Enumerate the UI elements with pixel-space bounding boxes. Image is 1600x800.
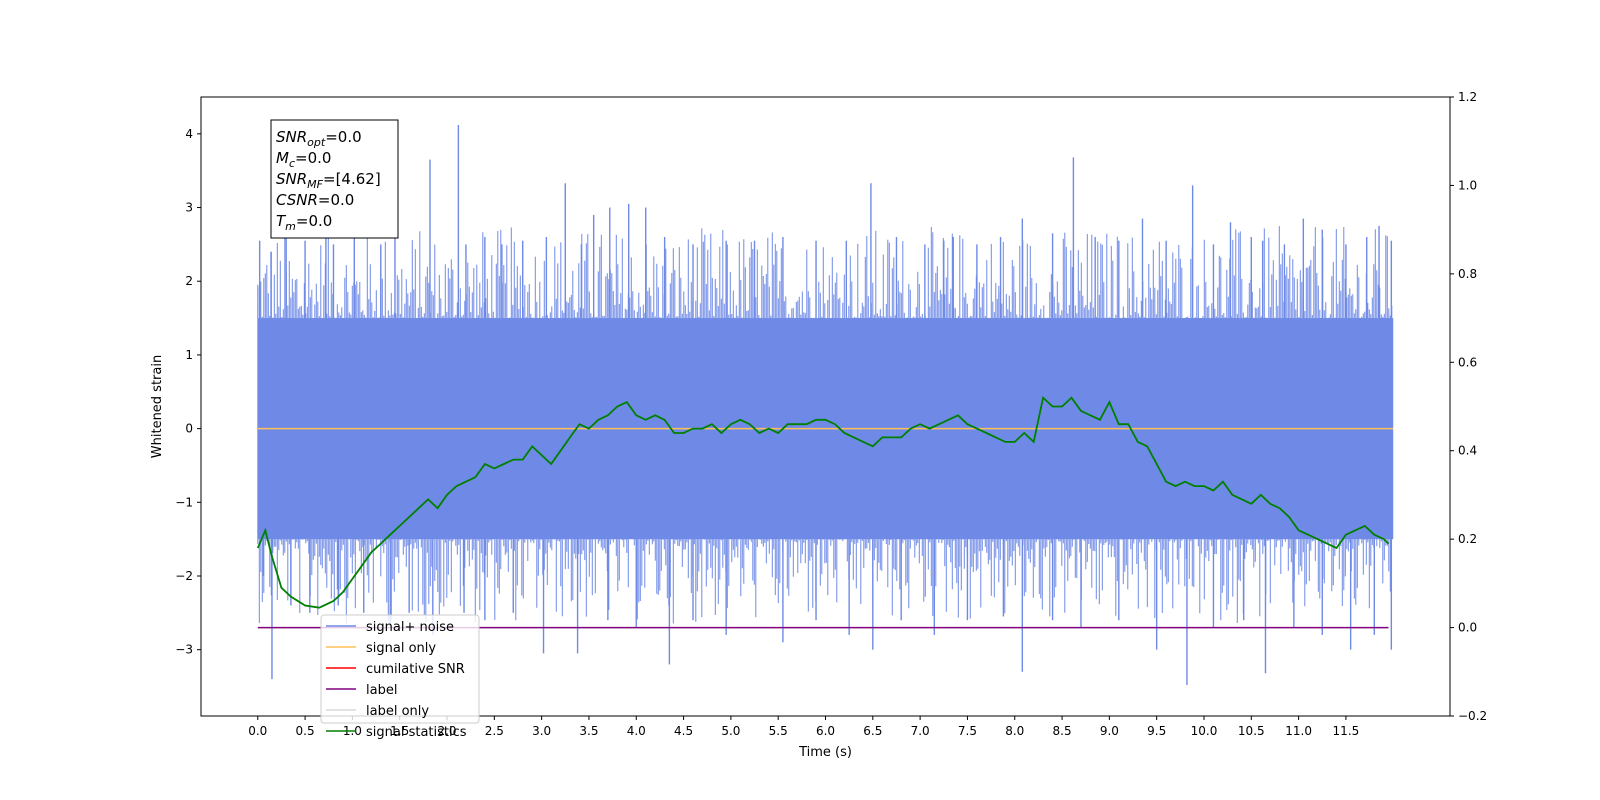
stats-line: CSNR=0.0 bbox=[276, 191, 354, 209]
stats-line: SNRopt=0.0 bbox=[276, 128, 362, 149]
y-left-tick-label: 4 bbox=[185, 127, 193, 141]
x-tick-label: 8.5 bbox=[1053, 724, 1072, 738]
y-left-tick-label: 1 bbox=[185, 348, 193, 362]
x-tick-label: 11.0 bbox=[1285, 724, 1312, 738]
plot-area bbox=[256, 125, 1394, 686]
legend-label-cumilative-snr: cumilative SNR bbox=[366, 662, 465, 677]
y-right-tick-label: 1.0 bbox=[1458, 178, 1477, 192]
x-tick-label: 10.0 bbox=[1191, 724, 1218, 738]
x-tick-label: 9.5 bbox=[1147, 724, 1166, 738]
series-signal-statistics bbox=[256, 395, 1390, 609]
legend-frame bbox=[320, 614, 480, 724]
x-tick-label: 0.0 bbox=[248, 724, 267, 738]
x-tick-label: 10.5 bbox=[1238, 724, 1265, 738]
x-tick-label: 8.0 bbox=[1005, 724, 1024, 738]
x-axis-label: Time (s) bbox=[798, 745, 852, 760]
legend: signal+ noise signal only cumilative SNR la… bbox=[320, 614, 480, 740]
y-right-tick-label: 1.2 bbox=[1458, 90, 1477, 104]
y-right-tick-label: 0.4 bbox=[1458, 444, 1477, 458]
y-right-tick-label: −0.2 bbox=[1458, 709, 1487, 723]
x-tick-label: 5.0 bbox=[721, 724, 740, 738]
x-tick-label: 3.0 bbox=[532, 724, 551, 738]
x-tick-label: 1.5 bbox=[390, 724, 409, 738]
y-axis-label: Whitened strain bbox=[150, 355, 165, 458]
x-tick-label: 4.0 bbox=[627, 724, 646, 738]
y-left-tick-label: −3 bbox=[175, 643, 193, 657]
legend-label-signal-noise: signal+ noise bbox=[366, 620, 454, 635]
x-tick-label: 7.0 bbox=[911, 724, 930, 738]
y-left-tick-label: 3 bbox=[185, 201, 193, 215]
x-tick-label: 5.5 bbox=[769, 724, 788, 738]
x-tick-label: 3.5 bbox=[579, 724, 598, 738]
axes: 0.0 0.5 1.0 1.5 2.0 2.5 3.0 3.5 4.0 4.5 5.0 5.5 6.0 6… bbox=[150, 90, 1487, 760]
stats-line: SNRMF=[4.62] bbox=[276, 170, 381, 191]
x-tick-label: 11.5 bbox=[1333, 724, 1360, 738]
y-left-tick-label: 0 bbox=[185, 422, 193, 436]
x-tick-label: 6.5 bbox=[863, 724, 882, 738]
stats-box-frame bbox=[270, 119, 399, 239]
legend-label-label: label bbox=[366, 683, 397, 698]
x-tick-label: 2.0 bbox=[437, 724, 456, 738]
y-left-tick-label: 2 bbox=[185, 274, 193, 288]
y-left-tick-label: −1 bbox=[175, 495, 193, 509]
y-right-tick-label: 0.6 bbox=[1458, 355, 1477, 369]
legend-label-signal-statistics: signal statistics bbox=[366, 725, 467, 740]
legend-label-label-only: label only bbox=[366, 704, 429, 719]
stats-line: Tm=0.0 bbox=[276, 212, 332, 233]
x-tick-label: 4.5 bbox=[674, 724, 693, 738]
stats-line: Mc=0.0 bbox=[276, 149, 331, 170]
x-tick-label: 2.5 bbox=[485, 724, 504, 738]
y-left-tick-label: −2 bbox=[175, 569, 193, 583]
legend-label-signal-only: signal only bbox=[366, 641, 436, 656]
y-right-tick-label: 0.2 bbox=[1458, 532, 1477, 546]
x-tick-label: 0.5 bbox=[296, 724, 315, 738]
x-tick-label: 9.0 bbox=[1100, 724, 1119, 738]
x-tick-label: 6.0 bbox=[816, 724, 835, 738]
x-tick-label: 7.5 bbox=[958, 724, 977, 738]
y-right-tick-label: 0.8 bbox=[1458, 267, 1477, 281]
y-right-tick-label: 0.0 bbox=[1458, 621, 1477, 635]
